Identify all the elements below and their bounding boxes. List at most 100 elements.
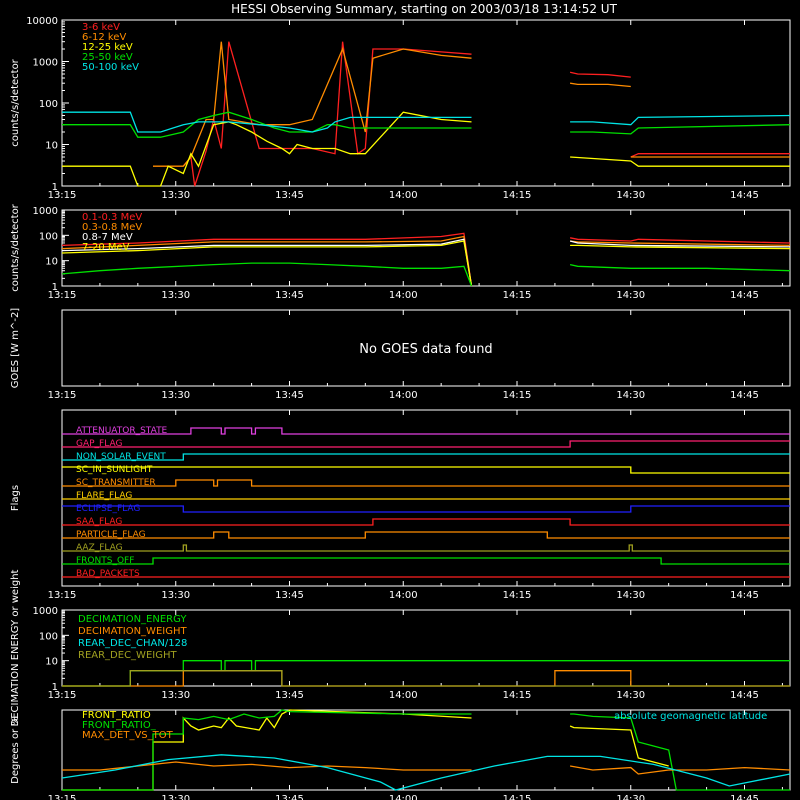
flag-label: FLARE_FLAG bbox=[76, 491, 132, 501]
y-tick-label: 10000 bbox=[26, 16, 58, 27]
legend-entry: 0.8-7 MeV bbox=[82, 232, 133, 243]
legend-entry: MAX_DET_VS_TOT bbox=[82, 730, 174, 741]
y-tick-label: 1 bbox=[52, 182, 58, 193]
legend-entry: 0.3-0.8 MeV bbox=[82, 222, 142, 233]
y-axis-label: Degrees or % bbox=[10, 716, 21, 784]
x-tick-label: 14:15 bbox=[503, 290, 532, 301]
x-tick-label: 14:00 bbox=[389, 690, 418, 701]
y-tick-label: 1000 bbox=[33, 206, 58, 217]
no-data-message: No GOES data found bbox=[359, 342, 492, 357]
y-tick-label: 1 bbox=[52, 682, 58, 693]
annotation-label: absolute geomagnetic latitude bbox=[614, 711, 767, 722]
flag-trace bbox=[62, 544, 790, 552]
flag-label: GAP_FLAG bbox=[76, 439, 122, 449]
flag-label: ECLIPSE_FLAG bbox=[76, 504, 140, 514]
series-line bbox=[570, 124, 791, 135]
series-line bbox=[61, 235, 473, 287]
series-line bbox=[62, 111, 472, 133]
legend-entry: FRONT_RATIO_ bbox=[82, 720, 157, 731]
panel-6: 13:15 13:30 13:45 14:00 14:15 14:30 14:45 Degre… bbox=[10, 709, 791, 800]
y-axis-label: DECIMATION ENERGY or weight bbox=[10, 569, 21, 726]
flag-trace bbox=[62, 479, 790, 487]
series-line bbox=[570, 156, 790, 167]
x-tick-label: 14:00 bbox=[389, 190, 418, 201]
x-tick-label: 14:30 bbox=[616, 190, 645, 201]
x-tick-label: 13:15 bbox=[48, 690, 77, 701]
panel-4: 13:15 13:30 13:45 14:00 14:15 14:30 14:45 Flags… bbox=[10, 409, 791, 601]
panel-5: 13:15 13:30 13:45 14:00 14:15 14:30 14:45 DECIM… bbox=[10, 569, 791, 726]
flag-trace bbox=[62, 531, 790, 539]
legend-entry: DECIMATION_WEIGHT bbox=[78, 626, 187, 637]
y-tick-label: 1000 bbox=[33, 58, 58, 69]
series-line bbox=[630, 153, 790, 158]
x-tick-label: 14:15 bbox=[503, 390, 532, 401]
series-line bbox=[569, 765, 791, 775]
x-tick-label: 14:45 bbox=[730, 290, 759, 301]
series-line bbox=[569, 237, 791, 244]
x-tick-label: 14:30 bbox=[616, 590, 645, 601]
y-tick-label: 10 bbox=[45, 141, 58, 152]
series-line bbox=[570, 713, 790, 791]
series-line bbox=[62, 709, 472, 791]
flag-trace bbox=[62, 440, 790, 448]
x-tick-label: 13:30 bbox=[161, 390, 190, 401]
series-line bbox=[62, 670, 790, 687]
series-line bbox=[570, 114, 791, 126]
x-tick-label: 13:45 bbox=[275, 590, 304, 601]
y-axis-label: Flags bbox=[10, 485, 21, 511]
flag-label: NON_SOLAR_EVENT bbox=[76, 452, 166, 462]
x-tick-label: 14:30 bbox=[616, 290, 645, 301]
x-tick-label: 14:45 bbox=[730, 190, 759, 201]
flag-trace bbox=[62, 466, 790, 474]
x-tick-label: 13:45 bbox=[275, 190, 304, 201]
x-tick-label: 13:45 bbox=[275, 794, 304, 800]
flag-label: FRONTS_OFF bbox=[76, 556, 134, 566]
legend-entry: 7-20 MeV bbox=[82, 242, 130, 253]
x-tick-label: 13:15 bbox=[48, 590, 77, 601]
x-tick-label: 13:15 bbox=[48, 190, 77, 201]
x-tick-label: 14:45 bbox=[730, 590, 759, 601]
flag-trace bbox=[62, 505, 790, 513]
x-tick-label: 13:30 bbox=[161, 290, 190, 301]
flag-label: AAZ_FLAG bbox=[76, 543, 123, 553]
panel-frame bbox=[61, 709, 791, 791]
panel-frame bbox=[61, 309, 791, 387]
y-tick-label: 10 bbox=[45, 657, 58, 668]
legend-entry: FRONT_RATIO bbox=[82, 710, 151, 721]
series-line bbox=[61, 238, 473, 287]
y-axis-label: counts/s/detector bbox=[10, 203, 21, 291]
flag-trace bbox=[62, 518, 790, 526]
x-tick-label: 13:15 bbox=[48, 794, 77, 800]
series-line bbox=[182, 41, 472, 187]
x-tick-label: 13:30 bbox=[161, 690, 190, 701]
series-line bbox=[62, 111, 472, 187]
x-tick-label: 13:30 bbox=[161, 794, 190, 800]
series-line bbox=[569, 71, 631, 78]
x-tick-label: 14:45 bbox=[730, 390, 759, 401]
x-tick-label: 14:15 bbox=[503, 190, 532, 201]
flag-trace bbox=[62, 557, 790, 565]
flag-trace bbox=[62, 453, 790, 461]
y-tick-label: 100 bbox=[39, 99, 58, 110]
y-axis-label: counts/s/detector bbox=[10, 58, 21, 146]
series-line bbox=[569, 725, 669, 767]
x-tick-label: 14:00 bbox=[389, 590, 418, 601]
x-tick-label: 13:30 bbox=[161, 190, 190, 201]
legend-entry: DECIMATION_ENERGY bbox=[78, 614, 187, 625]
panel-3: 13:15 13:30 13:45 14:00 14:15 14:30 14:45 GOES … bbox=[10, 308, 791, 401]
y-axis-label: GOES [W m^-2] bbox=[10, 308, 21, 389]
x-tick-label: 13:45 bbox=[275, 690, 304, 701]
x-tick-label: 13:45 bbox=[275, 290, 304, 301]
series-line bbox=[61, 232, 473, 287]
y-tick-label: 10 bbox=[45, 257, 58, 268]
x-tick-label: 14:00 bbox=[389, 794, 418, 800]
flag-label: ATTENUATOR_STATE bbox=[76, 426, 168, 436]
series-line bbox=[569, 240, 791, 248]
y-tick-label: 1000 bbox=[33, 606, 58, 617]
x-tick-label: 14:45 bbox=[730, 794, 759, 800]
x-tick-label: 14:30 bbox=[616, 390, 645, 401]
x-tick-label: 14:30 bbox=[616, 794, 645, 800]
legend-entry: REAR_DEC_CHAN/128 bbox=[78, 638, 187, 649]
x-tick-label: 13:15 bbox=[48, 290, 77, 301]
